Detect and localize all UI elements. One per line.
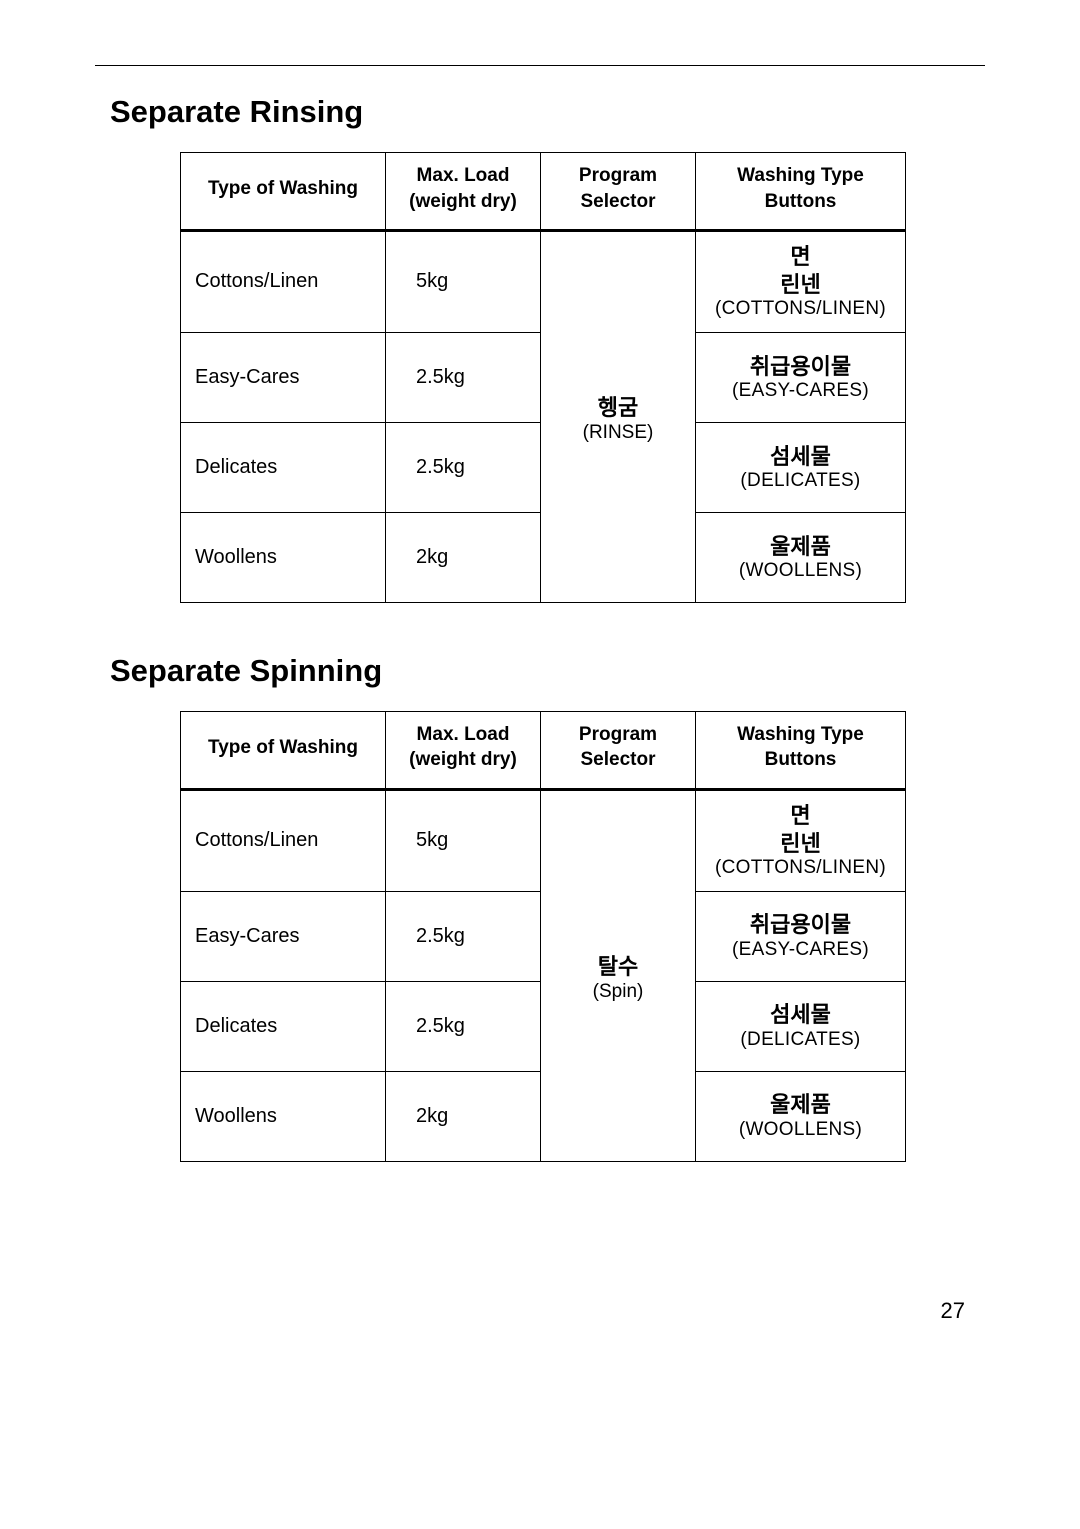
- col-header-buttons: Washing Type Buttons: [696, 711, 906, 783]
- cell-load: 5kg: [386, 789, 541, 891]
- cell-type: Woollens: [181, 1071, 386, 1161]
- cell-type: Woollens: [181, 512, 386, 602]
- col-header-program: Program Selector: [541, 153, 696, 225]
- cell-washing-button: 섬세물 (DELICATES): [696, 422, 906, 512]
- cell-washing-button: 면 린넨 (COTTONS/LINEN): [696, 789, 906, 891]
- top-horizontal-rule: [95, 65, 985, 66]
- cell-load: 2kg: [386, 1071, 541, 1161]
- cell-program-selector: 탈수 (Spin): [541, 789, 696, 1161]
- cell-load: 2.5kg: [386, 981, 541, 1071]
- table-row: Cottons/Linen 5kg 헹굼 (RINSE) 면 린넨 (COTTO…: [181, 230, 906, 332]
- cell-program-selector: 헹굼 (RINSE): [541, 230, 696, 602]
- cell-type: Cottons/Linen: [181, 230, 386, 332]
- table-row: Cottons/Linen 5kg 탈수 (Spin) 면 린넨 (COTTON…: [181, 789, 906, 891]
- cell-type: Delicates: [181, 422, 386, 512]
- section-title-rinsing: Separate Rinsing: [110, 94, 970, 130]
- cell-washing-button: 면 린넨 (COTTONS/LINEN): [696, 230, 906, 332]
- col-header-load: Max. Load (weight dry): [386, 711, 541, 783]
- page-number: 27: [941, 1298, 965, 1324]
- cell-washing-button: 섬세물 (DELICATES): [696, 981, 906, 1071]
- cell-load: 2.5kg: [386, 332, 541, 422]
- cell-type: Cottons/Linen: [181, 789, 386, 891]
- cell-washing-button: 울제품 (WOOLLENS): [696, 1071, 906, 1161]
- col-header-program: Program Selector: [541, 711, 696, 783]
- cell-washing-button: 취급용이물 (EASY-CARES): [696, 332, 906, 422]
- table-rinsing: Type of Washing Max. Load (weight dry) P…: [180, 152, 906, 603]
- cell-type: Easy-Cares: [181, 332, 386, 422]
- manual-page: Separate Rinsing Type of Washing Max. Lo…: [0, 0, 1080, 1529]
- cell-load: 5kg: [386, 230, 541, 332]
- col-header-type: Type of Washing: [181, 711, 386, 783]
- table-spinning: Type of Washing Max. Load (weight dry) P…: [180, 711, 906, 1162]
- col-header-type: Type of Washing: [181, 153, 386, 225]
- cell-type: Easy-Cares: [181, 891, 386, 981]
- cell-washing-button: 울제품 (WOOLLENS): [696, 512, 906, 602]
- cell-load: 2.5kg: [386, 891, 541, 981]
- section-title-spinning: Separate Spinning: [110, 653, 970, 689]
- cell-load: 2.5kg: [386, 422, 541, 512]
- col-header-buttons: Washing Type Buttons: [696, 153, 906, 225]
- cell-load: 2kg: [386, 512, 541, 602]
- col-header-load: Max. Load (weight dry): [386, 153, 541, 225]
- cell-washing-button: 취급용이물 (EASY-CARES): [696, 891, 906, 981]
- cell-type: Delicates: [181, 981, 386, 1071]
